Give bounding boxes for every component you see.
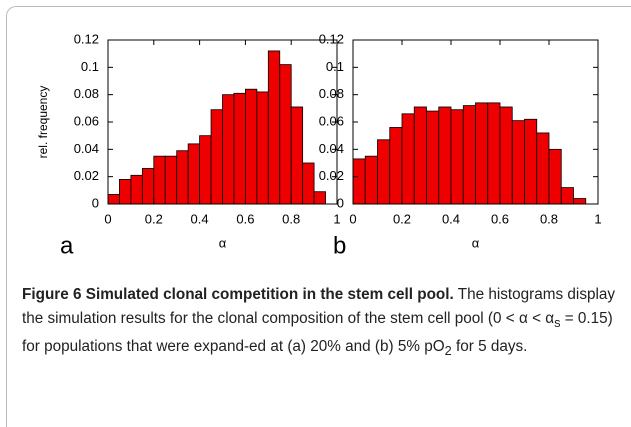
y-tick-label: 0.1 [326, 59, 344, 74]
bar [536, 132, 550, 205]
bar [164, 155, 178, 205]
y-axis-label: rel. frequency [36, 86, 50, 159]
x-tick-label: 0.4 [442, 211, 460, 226]
bar [511, 120, 525, 205]
bar [426, 110, 440, 205]
x-tick-label: 1 [333, 211, 340, 226]
bar [302, 162, 315, 205]
bar [176, 150, 189, 205]
x-tick-label: 0 [349, 211, 356, 226]
caption-text: The histograms display the simulation re… [22, 286, 616, 327]
bar [487, 102, 501, 205]
bar [499, 106, 513, 205]
bar [119, 178, 132, 205]
x-tick-label: 0.8 [540, 211, 558, 226]
bar [279, 64, 292, 205]
bar [389, 127, 403, 205]
bar [364, 155, 378, 205]
bar [475, 102, 489, 205]
caption-sub: 2 [444, 343, 452, 359]
x-tick-label: 0.6 [236, 211, 254, 226]
bar [462, 105, 476, 205]
figure: 0 0.02 0.04 0.06 0.08 0.1 0.12 0 0.2 0.4 0.6 0.8 1 α r… [36, 31, 601, 259]
panel-label: a [60, 232, 74, 259]
figure-frame [6, 6, 631, 427]
bar [222, 94, 235, 205]
bar [450, 109, 464, 205]
bar [524, 118, 538, 205]
x-tick-label: 0.8 [282, 211, 300, 226]
x-tick-label: 0.2 [145, 211, 163, 226]
x-tick-label: 1 [594, 211, 601, 226]
x-tick-label: 0 [104, 211, 111, 226]
y-tick-label: 0.02 [319, 168, 344, 183]
bar [313, 191, 326, 205]
bar [438, 106, 452, 205]
y-tick-label: 0.12 [74, 31, 99, 46]
bar [377, 139, 391, 205]
y-tick-label: 0.1 [81, 59, 99, 74]
x-tick-label: 0.2 [393, 211, 411, 226]
bar [141, 168, 155, 205]
y-tick-label: 0.04 [319, 141, 344, 156]
bar [290, 106, 304, 205]
y-tick-label: 0.08 [319, 86, 344, 101]
bar [187, 143, 200, 205]
panel-label: b [333, 232, 346, 259]
bar [413, 106, 427, 205]
caption: Figure 6 Simulated clonal competition in… [22, 283, 622, 363]
page: 0 0.02 0.04 0.06 0.08 0.1 0.12 0 0.2 0.4 0.6 0.8 1 α r… [6, 6, 631, 427]
y-tick-label: 0.02 [74, 168, 99, 183]
y-tick-label: 0 [92, 195, 99, 210]
bar [267, 50, 281, 205]
bar [573, 198, 587, 205]
y-tick-label: 0.06 [74, 113, 99, 128]
bar [210, 109, 223, 205]
bar [199, 135, 212, 205]
y-tick-label: 0.08 [74, 86, 99, 101]
x-tick-label: 0.6 [491, 211, 509, 226]
bar [130, 174, 143, 205]
bar [256, 91, 269, 205]
bar [153, 155, 166, 205]
x-tick-label: 0.4 [191, 211, 209, 226]
bar [560, 187, 574, 205]
caption-text: = 0.15) for populations that were expand… [22, 310, 613, 356]
y-tick-label: 0 [337, 195, 344, 210]
bar [244, 88, 258, 205]
bar [233, 92, 246, 205]
x-axis-label: α [472, 235, 480, 250]
y-tick-label: 0.06 [319, 113, 344, 128]
y-tick-label: 0.04 [74, 141, 99, 156]
bar [401, 113, 415, 205]
y-tick-label: 0.12 [319, 31, 344, 46]
bar [107, 194, 120, 205]
caption-sub: s [554, 315, 561, 331]
caption-text: for 5 days. [451, 338, 528, 356]
x-axis-label: α [219, 235, 227, 250]
bar [548, 148, 562, 205]
caption-title: Figure 6 Simulated clonal competition in… [22, 286, 454, 303]
bar [352, 158, 366, 205]
